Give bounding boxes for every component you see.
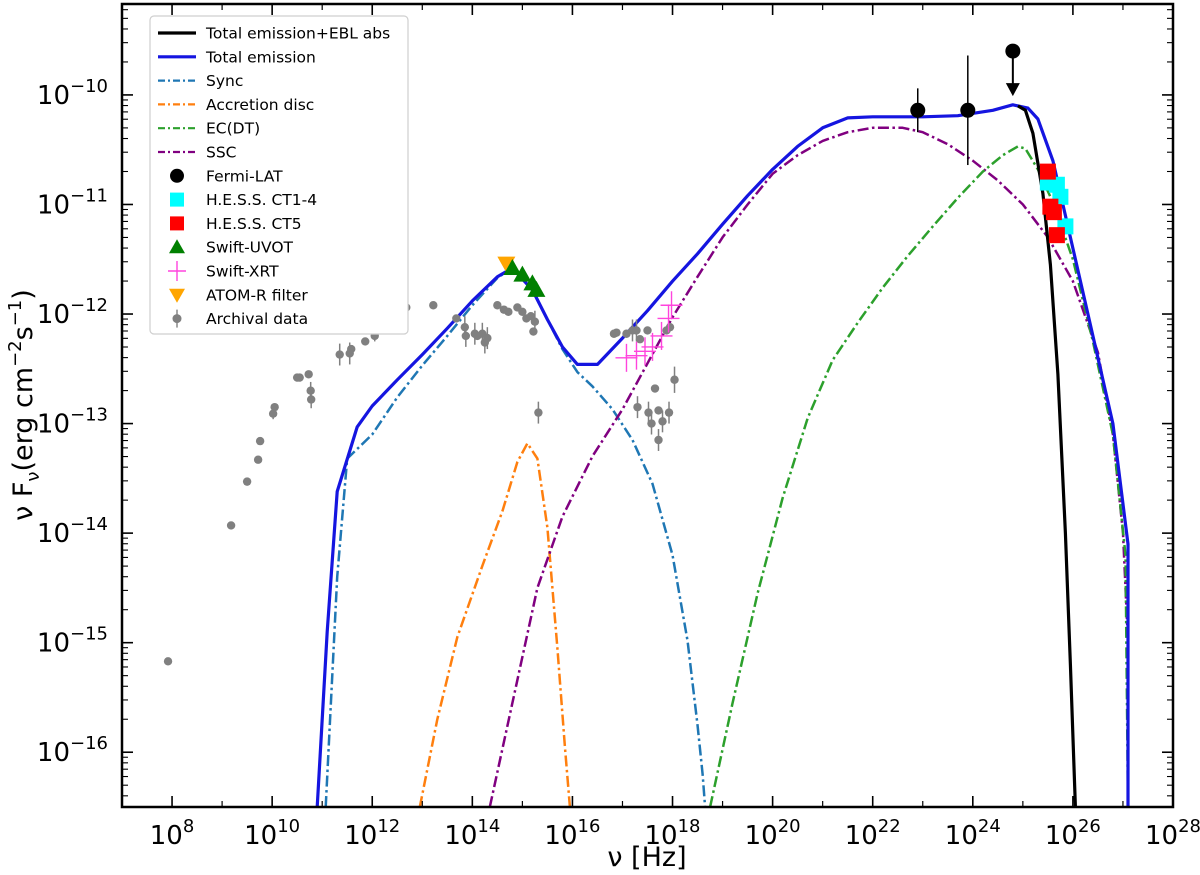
archival-point <box>534 408 543 417</box>
archival-point <box>304 370 313 379</box>
archival-point <box>461 331 471 341</box>
x-tick-label: 1020 <box>745 816 801 851</box>
archival-point <box>295 373 304 382</box>
x-tick-label: 1012 <box>344 816 400 851</box>
hess-ct5-point <box>1048 227 1065 244</box>
series-sync <box>324 266 707 807</box>
y-axis-title: ν Fν(erg cm−2s−1) <box>5 289 44 521</box>
legend-label: Swift-XRT <box>206 263 279 281</box>
archival-point <box>650 384 660 393</box>
x-tick-label: 108 <box>150 816 195 851</box>
legend: Total emission+EBL abs Total emission Sync… <box>149 15 409 335</box>
archival-point <box>306 386 315 395</box>
archival-point <box>632 326 641 335</box>
hess-ct1-4-point <box>1048 176 1065 193</box>
archival-point <box>643 326 652 335</box>
legend-label: Total emission+EBL abs <box>205 25 390 43</box>
archival-point <box>429 301 438 310</box>
legend-label: H.E.S.S. CT5 <box>206 215 302 233</box>
hess-ct5-point <box>1039 163 1056 180</box>
archival-point <box>633 402 642 412</box>
archival-point <box>518 307 527 317</box>
x-tick-label: 1026 <box>1045 816 1101 851</box>
x-tick-label: 1022 <box>845 816 901 851</box>
archival-point <box>647 419 656 428</box>
legend-swatch-h-e-s-s-ct1-4 <box>170 192 184 207</box>
archival-point <box>493 301 502 310</box>
swift-uvot-point <box>503 259 522 276</box>
archival-point <box>268 409 278 418</box>
legend-swatch-h-e-s-s-ct5 <box>170 216 184 231</box>
series-total-emission <box>315 103 1130 807</box>
legend-label: H.E.S.S. CT1-4 <box>206 191 317 209</box>
legend-swatch-swift-uvot <box>169 239 185 254</box>
x-tick-label: 1024 <box>945 816 1001 851</box>
series-ec-dt <box>708 145 1130 807</box>
x-tick-label: 1014 <box>444 816 500 851</box>
x-tick-label: 1010 <box>244 816 300 851</box>
legend-label: SSC <box>206 144 237 162</box>
archival-point <box>658 417 667 426</box>
archival-point <box>529 327 538 336</box>
x-axis-title: ν [Hz] <box>607 842 686 873</box>
plot-frame <box>120 2 1175 809</box>
archival-point <box>460 322 470 332</box>
y-tick-label: 10−12 <box>37 295 108 330</box>
archival-point <box>306 395 316 404</box>
fermi-lat-upper-limit-arrowhead <box>1005 83 1020 97</box>
legend-label: Archival data <box>206 310 308 328</box>
series-total-emission-ebl-abs <box>1017 104 1077 807</box>
x-tick-label: 1028 <box>1145 816 1200 851</box>
legend-label: Total emission <box>205 48 316 66</box>
archival-point <box>242 477 252 486</box>
y-tick-label: 10−13 <box>37 405 108 440</box>
hess-ct5-point <box>1045 204 1062 221</box>
x-tick-label: 1016 <box>544 816 600 851</box>
x-tick-label: 1018 <box>645 816 701 851</box>
series-accretion-disc <box>418 442 572 807</box>
archival-point <box>530 317 540 326</box>
archival-point <box>226 521 236 530</box>
legend-swatch-atom-r-filter <box>169 288 185 303</box>
archival-point <box>654 406 663 415</box>
y-tick-label: 10−14 <box>37 514 108 549</box>
archival-point <box>347 344 356 354</box>
legend-swatch-fermi-lat <box>170 168 184 183</box>
archival-point <box>504 307 513 317</box>
legend-label: Swift-UVOT <box>206 239 294 257</box>
legend-label: Sync <box>206 72 243 90</box>
archival-point <box>664 408 674 417</box>
archival-point <box>452 314 461 323</box>
archival-point <box>255 436 265 446</box>
swift-uvot-point <box>527 280 546 297</box>
series-ssc <box>488 126 1130 807</box>
archival-point <box>270 402 279 412</box>
archival-point <box>483 333 492 343</box>
legend-label: Accretion disc <box>206 96 314 114</box>
archival-point <box>361 337 370 346</box>
y-tick-label: 10−10 <box>37 76 108 111</box>
atom-r-point <box>497 256 516 273</box>
y-tick-label: 10−11 <box>37 185 108 220</box>
legend-label: EC(DT) <box>206 120 260 138</box>
archival-point <box>163 657 173 666</box>
legend-label: ATOM-R filter <box>206 286 308 304</box>
archival-point <box>670 375 679 384</box>
archival-point <box>253 455 263 464</box>
archival-point <box>635 335 645 344</box>
archival-point <box>335 350 344 359</box>
swift-uvot-point <box>513 265 532 282</box>
fermi-lat-point <box>960 102 976 118</box>
archival-point <box>612 328 621 337</box>
y-tick-label: 10−16 <box>37 733 108 768</box>
archival-point <box>665 322 675 332</box>
legend-box <box>149 15 409 335</box>
legend-swatch-archival-data <box>172 314 182 324</box>
legend-label: Fermi-LAT <box>206 167 283 185</box>
archival-point <box>644 408 653 417</box>
y-tick-label: 10−15 <box>37 624 108 659</box>
archival-point <box>654 435 663 445</box>
fermi-lat-point <box>910 102 926 118</box>
